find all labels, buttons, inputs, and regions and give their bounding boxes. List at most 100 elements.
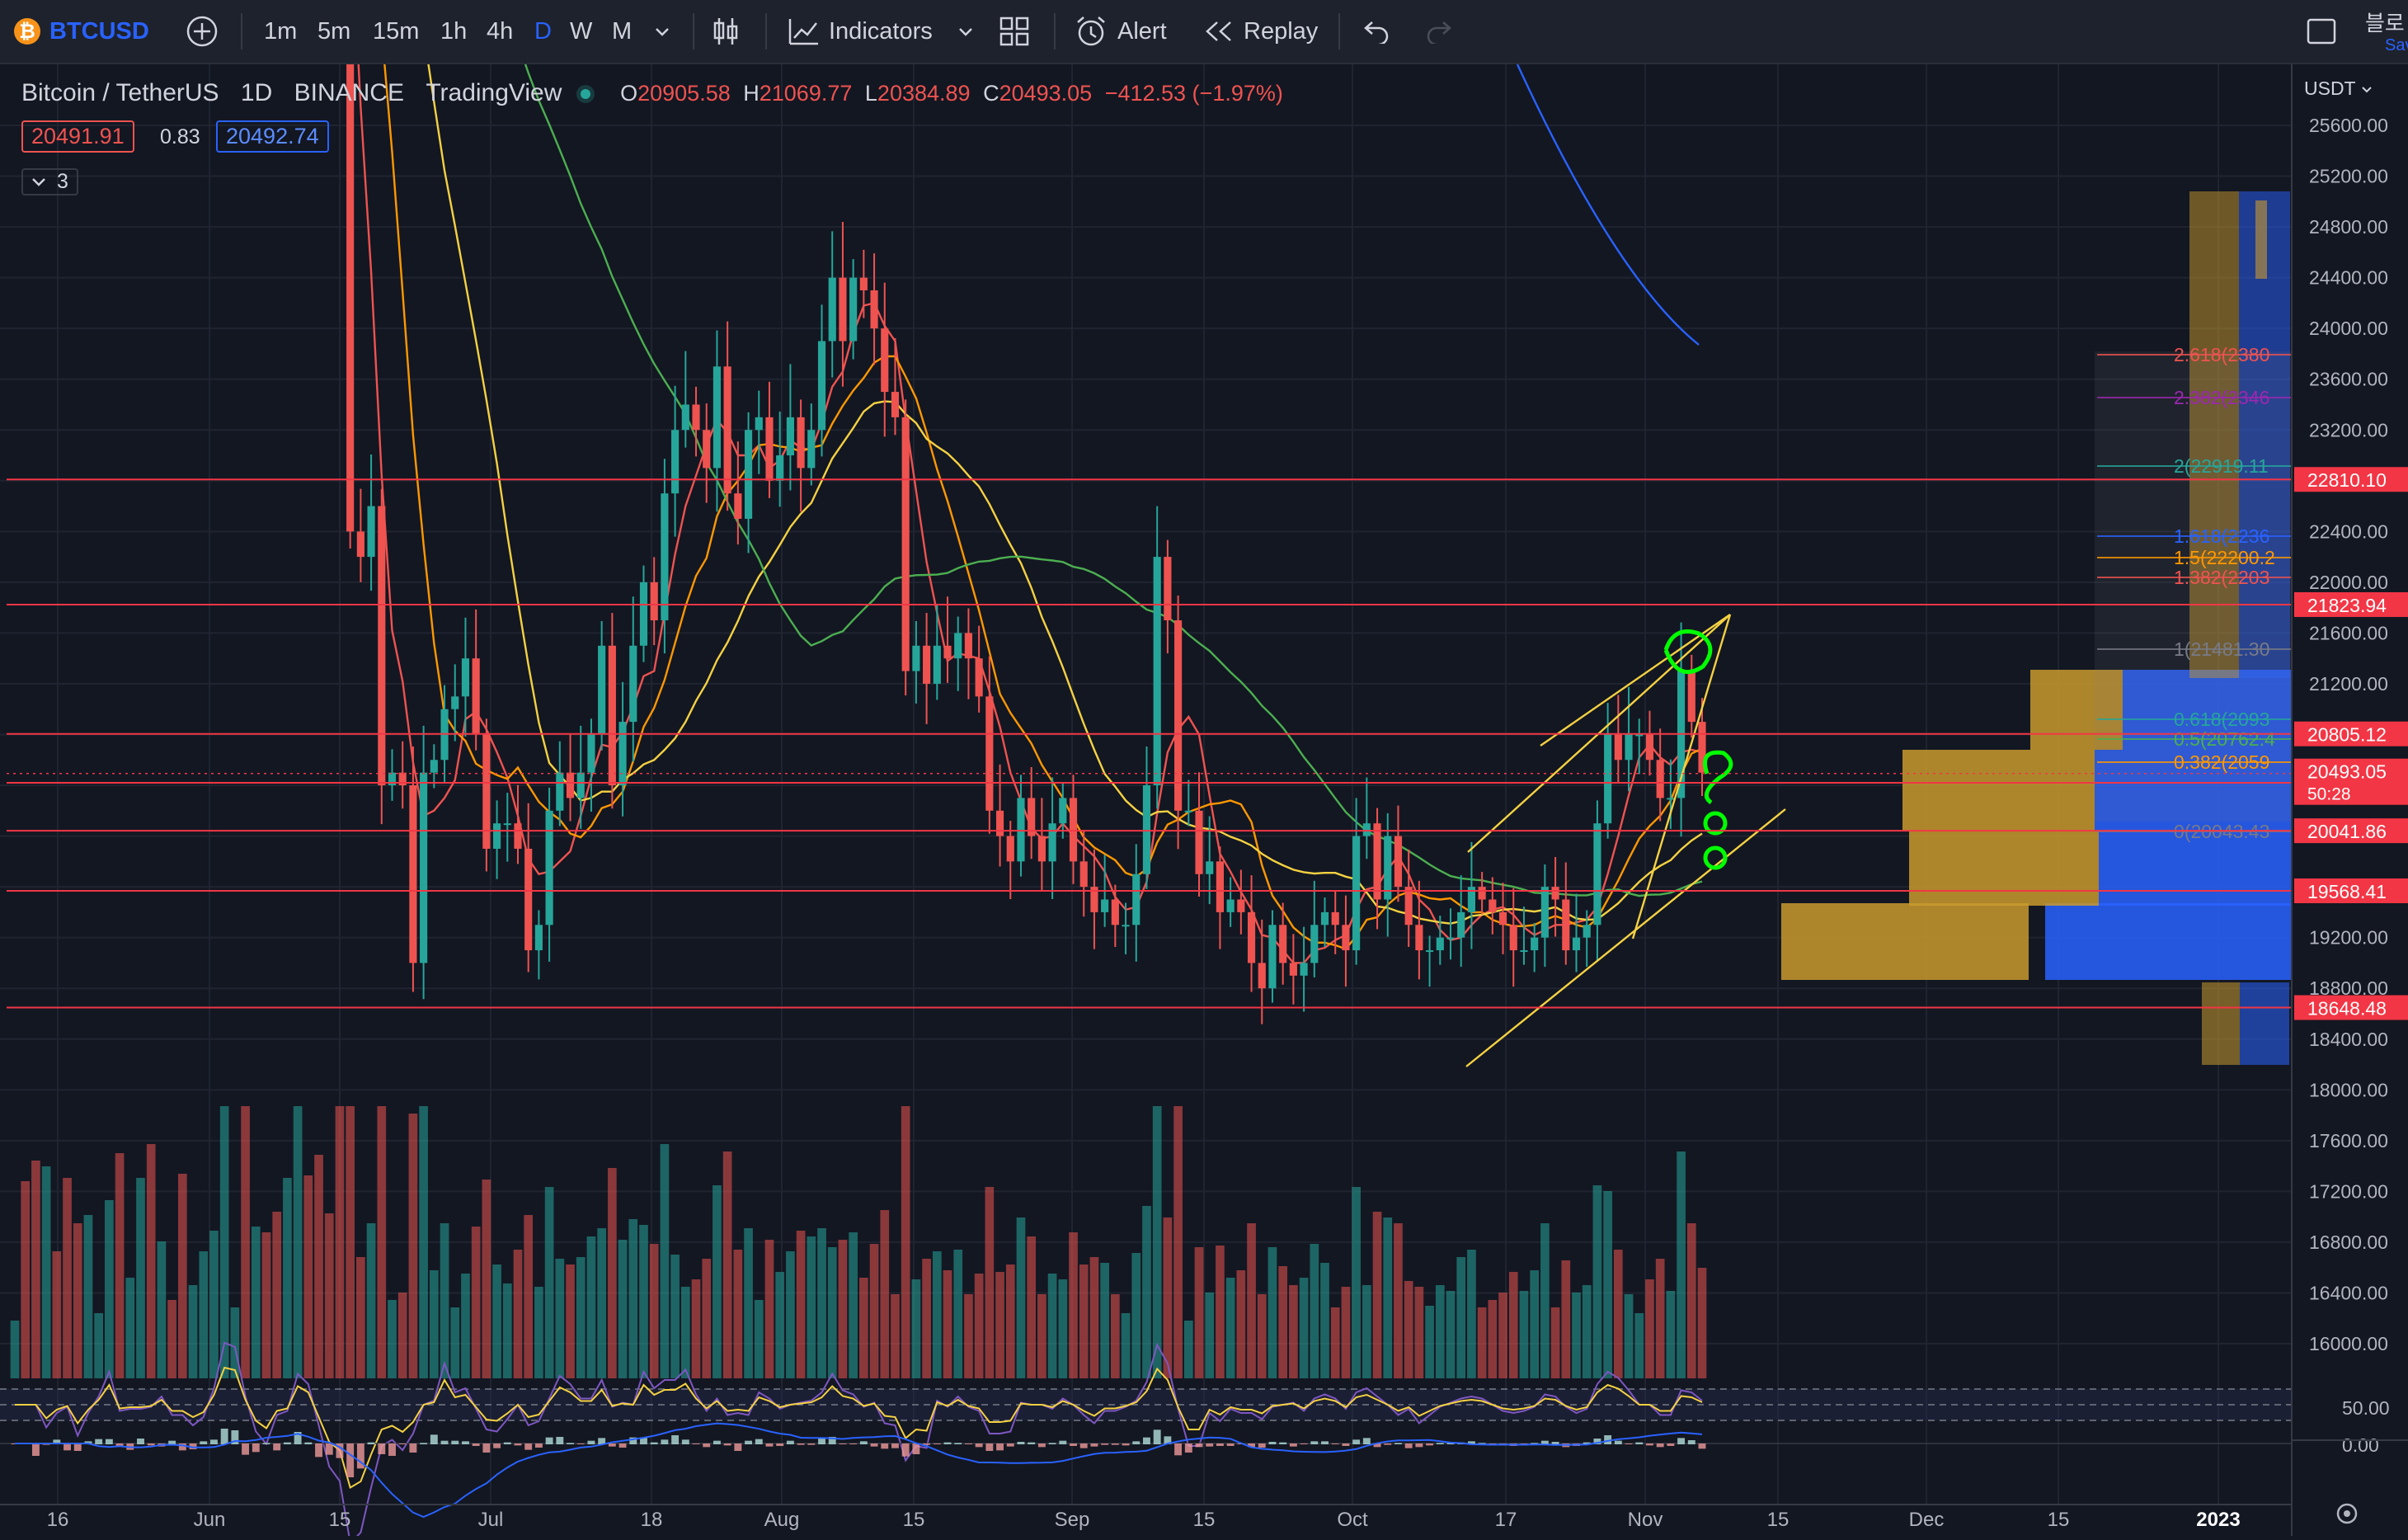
macd-histogram-bar [95, 1439, 103, 1444]
interval-5m[interactable]: 5m [317, 17, 351, 45]
circle-annotation [1663, 629, 1713, 675]
macd-histogram-bar [147, 1443, 155, 1446]
level-price-tag [2294, 878, 2408, 903]
candle-body [786, 417, 794, 456]
volume-bar [177, 1174, 187, 1378]
replay-label: Replay [1244, 17, 1319, 45]
volume-bar [1152, 1106, 1162, 1378]
macd-histogram-bar [1551, 1442, 1559, 1444]
volume-bar [450, 1307, 460, 1378]
time-axis-label: 18 [641, 1509, 663, 1531]
volume-bar [1414, 1287, 1424, 1378]
save-label[interactable]: Sav [2385, 36, 2408, 54]
chart-legend: Bitcoin / TetherUS 1D BINANCE TradingVie… [21, 79, 1283, 107]
candle-body [629, 645, 637, 723]
volume-bar [1613, 1250, 1623, 1378]
interval-1w[interactable]: W [570, 17, 593, 45]
sell-price-box[interactable]: 20491.91 [21, 120, 134, 153]
volume-bar [544, 1187, 554, 1378]
high-label: H [743, 81, 760, 106]
toolbar-divider [693, 13, 694, 49]
interval-4h[interactable]: 4h [487, 17, 514, 45]
undo-button[interactable] [1362, 0, 1390, 63]
add-symbol-button[interactable] [186, 0, 219, 63]
volume-bar [827, 1247, 837, 1378]
indicators-collapse-button[interactable]: 3 [21, 168, 78, 195]
candle-body [1645, 734, 1654, 761]
candle-body [545, 810, 553, 925]
volume-bar [1666, 1291, 1676, 1378]
macd-histogram-bar [765, 1443, 774, 1447]
layouts-button[interactable] [999, 0, 1030, 63]
redo-button[interactable] [1425, 0, 1453, 63]
candle-body [817, 341, 826, 431]
candle-body [492, 823, 501, 849]
candle-body [1457, 911, 1465, 938]
macd-histogram-bar [63, 1443, 71, 1451]
candle-body [1583, 925, 1591, 938]
volume-bar [911, 1279, 921, 1378]
candle-body [1111, 899, 1119, 925]
volume-bar [1540, 1223, 1550, 1378]
candle-body [744, 430, 753, 519]
candle-body [388, 772, 397, 786]
macd-histogram-bar [755, 1439, 763, 1444]
volume-bar [796, 1231, 806, 1378]
macd-histogram-bar [440, 1440, 449, 1444]
volume-bar [943, 1270, 952, 1378]
candle-body [1478, 887, 1486, 900]
macd-histogram-bar [818, 1438, 825, 1444]
fullscreen-button[interactable] [2306, 0, 2337, 63]
symbol-search[interactable]: ₿ BTCUSD [13, 0, 149, 63]
gear-center [2344, 1510, 2350, 1517]
volume-bar [83, 1215, 93, 1378]
macd-histogram-bar [1017, 1442, 1025, 1444]
interval-1m[interactable]: 1m [264, 17, 298, 45]
price-axis[interactable]: USDT 25600.00 25200.00 24800.00 24400.00 240… [2291, 64, 2408, 1536]
publish-label[interactable]: 블로 [2365, 11, 2405, 35]
macd-histogram-bar [1248, 1443, 1256, 1448]
macd-histogram-bar [996, 1443, 1004, 1451]
chart-area[interactable]: 2.618(2380 2.382(2346 2(22919.11 1.618(2236… [0, 0, 2291, 1540]
volume-bar [157, 1241, 167, 1378]
chart-type-button[interactable] [711, 0, 741, 63]
time-axis-label: 17 [1495, 1509, 1517, 1531]
trend-line [1540, 614, 1731, 746]
candle-body [1122, 925, 1130, 927]
interval-1d[interactable]: D [534, 17, 552, 45]
candle-body [524, 848, 533, 951]
candle-body [1562, 899, 1570, 951]
volume-bar [261, 1232, 271, 1378]
macd-histogram-bar [975, 1443, 983, 1448]
interval-dropdown[interactable] [653, 0, 671, 63]
level-price-tag-text: 19568.41 [2307, 881, 2387, 902]
toolbar-divider [765, 13, 767, 49]
candle-body [482, 734, 491, 849]
alert-button[interactable]: Alert [1075, 0, 1167, 63]
macd-histogram-bar [797, 1443, 805, 1445]
candle-body [1489, 899, 1497, 912]
indicators-button[interactable]: Indicators [788, 0, 933, 63]
candle-body [765, 417, 774, 481]
replay-button[interactable]: Replay [1204, 0, 1318, 63]
macd-histogram-bar [681, 1439, 689, 1444]
legend-exchange: BINANCE [294, 79, 404, 106]
interval-15m[interactable]: 15m [373, 17, 420, 45]
interval-1h[interactable]: 1h [440, 17, 468, 45]
candle-body [1446, 937, 1455, 940]
time-axis-label: Sep [1055, 1509, 1090, 1531]
fib-level-label: 1.618(2236 [2174, 525, 2269, 547]
indicators-dropdown[interactable] [957, 0, 975, 63]
price-chart[interactable]: 2.618(2380 2.382(2346 2(22919.11 1.618(2236… [0, 0, 2291, 1540]
currency-selector[interactable]: USDT [2304, 78, 2373, 100]
interval-1mo[interactable]: M [612, 17, 633, 45]
macd-histogram-bar [534, 1443, 543, 1448]
volume-bar [272, 1212, 282, 1378]
time-axis-label: Oct [1337, 1509, 1368, 1531]
volume-bar [1446, 1291, 1456, 1378]
candle-body [1132, 874, 1141, 925]
candle-body [566, 772, 575, 798]
time-axis-label: 15 [903, 1509, 925, 1531]
buy-price-box[interactable]: 20492.74 [216, 120, 329, 153]
volume-bar [660, 1144, 670, 1378]
